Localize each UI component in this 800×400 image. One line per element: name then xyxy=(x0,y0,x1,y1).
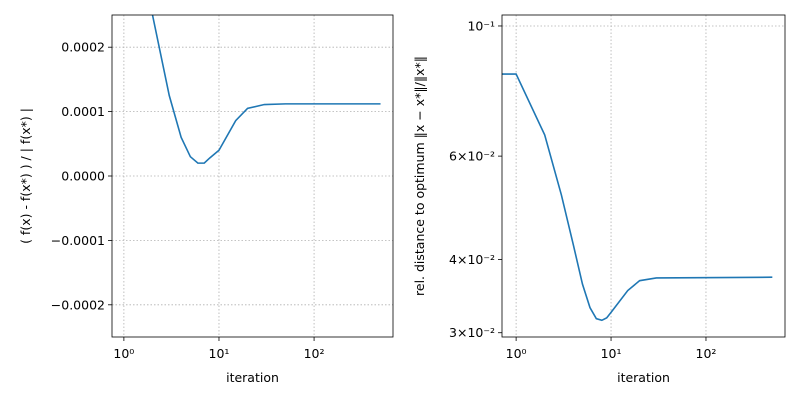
y-axis-label: rel. distance to optimum ‖x − x*‖/‖x*‖ xyxy=(412,56,427,296)
x-tick-label: 10⁰ xyxy=(113,346,134,361)
x-tick-label: 10² xyxy=(304,346,325,361)
x-tick-label: 10⁰ xyxy=(506,346,527,361)
data-line xyxy=(502,73,773,322)
y-axis-label: ( f(x) - f(x*) ) / | f(x*) | xyxy=(18,108,33,244)
y-tick-label: −0.0002 xyxy=(51,297,105,312)
y-tick-label: 0.0001 xyxy=(61,104,105,119)
x-axis-label: iteration xyxy=(617,370,670,385)
axes-frame xyxy=(501,14,786,338)
y-tick-label: 0.0000 xyxy=(61,169,105,184)
y-tick-label: 10⁻¹ xyxy=(467,18,495,33)
x-axis-label: iteration xyxy=(226,370,279,385)
y-tick-label: −0.0001 xyxy=(51,233,105,248)
y-tick-label: 3×10⁻² xyxy=(449,325,495,340)
y-tick-label: 6×10⁻² xyxy=(449,149,495,164)
x-tick-label: 10¹ xyxy=(601,346,622,361)
data-line xyxy=(151,15,381,164)
x-tick-label: 10² xyxy=(696,346,717,361)
y-tick-label: 4×10⁻² xyxy=(449,252,495,267)
y-tick-label: 0.0002 xyxy=(61,40,105,55)
x-tick-label: 10¹ xyxy=(209,346,230,361)
axes-frame xyxy=(111,14,394,338)
